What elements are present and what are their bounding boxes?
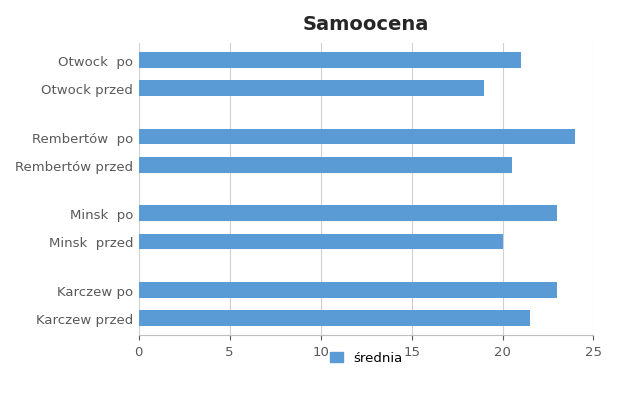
Bar: [139, 311, 530, 326]
Title: Samoocena: Samoocena: [303, 15, 429, 34]
Legend: średnia: średnia: [325, 346, 408, 370]
Bar: [139, 282, 557, 298]
Bar: [139, 81, 484, 97]
Bar: [139, 206, 557, 221]
Bar: [139, 129, 575, 145]
Bar: [139, 234, 502, 250]
Bar: [139, 53, 521, 69]
Bar: [139, 158, 511, 173]
